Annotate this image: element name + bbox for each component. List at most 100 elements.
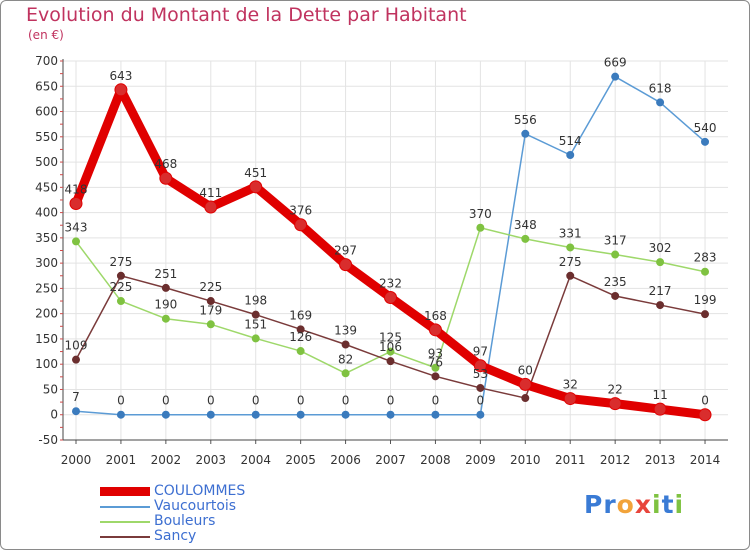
y-tick-label: 350 bbox=[35, 231, 58, 245]
data-label-bouleurs: 82 bbox=[338, 352, 353, 366]
data-label-sancy: 275 bbox=[559, 255, 582, 269]
data-point-coulommes bbox=[653, 402, 667, 416]
data-point-vaucourtois bbox=[72, 407, 80, 416]
data-label-coulommes: 643 bbox=[109, 69, 132, 83]
y-tick-label: 650 bbox=[35, 79, 58, 93]
logo-letter: o bbox=[616, 490, 635, 519]
y-tick-label: 0 bbox=[50, 408, 58, 422]
x-tick-label: 2002 bbox=[151, 453, 182, 467]
plot-area bbox=[63, 61, 728, 440]
x-tick-label: 2014 bbox=[690, 453, 721, 467]
data-label-vaucourtois: 7 bbox=[72, 390, 80, 404]
y-tick-label: 700 bbox=[35, 54, 58, 68]
data-label-vaucourtois: 0 bbox=[387, 394, 395, 408]
data-point-bouleurs bbox=[521, 234, 530, 243]
data-label-bouleurs: 225 bbox=[109, 280, 132, 294]
legend-item: Vaucourtois bbox=[100, 499, 245, 514]
data-label-bouleurs: 348 bbox=[514, 218, 537, 232]
data-point-vaucourtois bbox=[161, 410, 170, 419]
data-point-vaucourtois bbox=[611, 72, 620, 81]
data-label-bouleurs: 343 bbox=[65, 220, 88, 234]
data-label-coulommes: 232 bbox=[379, 276, 402, 290]
data-point-bouleurs bbox=[206, 320, 215, 329]
data-label-sancy: 109 bbox=[65, 339, 88, 353]
data-label-sancy: 199 bbox=[694, 293, 717, 307]
data-label-coulommes: 297 bbox=[334, 244, 357, 258]
x-tick-label: 2009 bbox=[465, 453, 496, 467]
y-tick-label: 200 bbox=[35, 307, 58, 321]
data-label-coulommes: 11 bbox=[652, 388, 667, 402]
data-label-vaucourtois: 0 bbox=[252, 394, 260, 408]
legend-item: COULOMMES bbox=[100, 484, 245, 499]
data-label-sancy: 225 bbox=[199, 280, 222, 294]
logo-letter: x bbox=[634, 490, 652, 519]
data-point-vaucourtois bbox=[521, 129, 530, 138]
data-point-sancy bbox=[116, 271, 125, 280]
x-tick-label: 2005 bbox=[285, 453, 316, 467]
data-label-vaucourtois: 540 bbox=[694, 121, 717, 135]
data-point-coulommes bbox=[608, 397, 622, 411]
data-point-coulommes bbox=[384, 290, 398, 304]
data-label-bouleurs: 317 bbox=[604, 234, 627, 248]
data-label-bouleurs: 283 bbox=[694, 251, 717, 265]
data-point-sancy bbox=[296, 325, 305, 334]
data-label-vaucourtois: 0 bbox=[432, 394, 440, 408]
data-label-sancy: 53 bbox=[473, 367, 488, 381]
data-point-sancy bbox=[656, 301, 665, 310]
data-point-sancy bbox=[701, 310, 710, 319]
y-tick-label: 50 bbox=[43, 382, 58, 396]
x-tick-label: 2000 bbox=[61, 453, 92, 467]
data-point-sancy bbox=[251, 310, 260, 319]
data-point-sancy bbox=[341, 340, 350, 349]
legend: COULOMMES Vaucourtois Bouleurs Sancy bbox=[100, 484, 245, 544]
data-point-coulommes bbox=[563, 392, 577, 406]
legend-swatch bbox=[100, 535, 150, 538]
data-point-coulommes bbox=[249, 180, 263, 194]
data-label-bouleurs: 302 bbox=[649, 241, 672, 255]
data-label-vaucourtois: 0 bbox=[297, 394, 305, 408]
chart-title: Evolution du Montant de la Dette par Hab… bbox=[26, 4, 467, 26]
data-point-sancy bbox=[611, 291, 620, 300]
data-point-sancy bbox=[386, 357, 395, 366]
data-point-vaucourtois bbox=[566, 150, 575, 159]
x-tick-label: 2012 bbox=[600, 453, 631, 467]
data-label-sancy: 275 bbox=[109, 255, 132, 269]
data-point-vaucourtois bbox=[386, 410, 395, 419]
data-point-coulommes bbox=[473, 359, 487, 373]
data-label-sancy: 217 bbox=[649, 284, 672, 298]
data-label-sancy: 76 bbox=[428, 355, 443, 369]
data-point-bouleurs bbox=[251, 334, 260, 343]
data-label-coulommes: 22 bbox=[608, 383, 623, 397]
data-label-sancy: 198 bbox=[244, 294, 267, 308]
data-label-bouleurs: 331 bbox=[559, 226, 582, 240]
data-label-vaucourtois: 556 bbox=[514, 113, 537, 127]
data-point-bouleurs bbox=[72, 237, 80, 246]
data-label-coulommes: 418 bbox=[65, 183, 88, 197]
data-point-bouleurs bbox=[341, 369, 350, 378]
data-point-vaucourtois bbox=[206, 410, 215, 419]
data-point-sancy bbox=[72, 355, 80, 364]
data-label-coulommes: 451 bbox=[244, 166, 267, 180]
data-label-bouleurs: 370 bbox=[469, 207, 492, 221]
data-point-coulommes bbox=[518, 377, 532, 391]
proxiti-logo: Proxiti bbox=[584, 490, 684, 519]
x-tick-label: 2013 bbox=[645, 453, 676, 467]
data-point-bouleurs bbox=[431, 363, 440, 372]
y-tick-label: 450 bbox=[35, 180, 58, 194]
data-label-sancy: 106 bbox=[379, 340, 402, 354]
data-label-coulommes: 0 bbox=[701, 394, 709, 408]
data-label-vaucourtois: 0 bbox=[207, 394, 215, 408]
x-tick-label: 2006 bbox=[330, 453, 361, 467]
data-label-vaucourtois: 669 bbox=[604, 56, 627, 70]
data-point-coulommes bbox=[698, 408, 712, 422]
x-tick-label: 2010 bbox=[510, 453, 541, 467]
data-label-coulommes: 97 bbox=[473, 345, 488, 359]
data-point-coulommes bbox=[339, 258, 353, 272]
data-point-coulommes bbox=[159, 171, 173, 185]
data-label-sancy: 169 bbox=[289, 308, 312, 322]
logo-letter: t bbox=[661, 490, 675, 519]
data-point-coulommes bbox=[114, 83, 128, 97]
data-point-vaucourtois bbox=[251, 410, 260, 419]
data-label-vaucourtois: 618 bbox=[649, 81, 672, 95]
